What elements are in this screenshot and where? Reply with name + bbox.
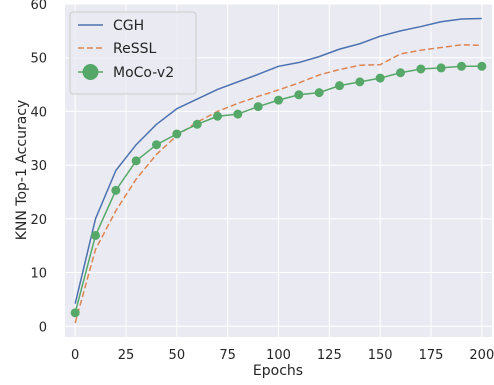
- data-point-moco-v2: [274, 95, 283, 105]
- series-cgh: [74, 17, 482, 304]
- y-tick-label: 40: [30, 105, 47, 120]
- y-tick-label: 30: [30, 159, 47, 174]
- y-tick-label: 10: [30, 267, 47, 282]
- x-tick-label: 75: [219, 348, 236, 363]
- legend-marker-moco-v2: [82, 64, 99, 80]
- legend-label-cgh: CGH: [113, 18, 144, 34]
- y-tick-label: 60: [30, 0, 47, 13]
- x-axis-label: Epochs: [253, 363, 303, 379]
- data-point-moco-v2: [294, 90, 304, 100]
- data-point-moco-v2: [233, 109, 243, 119]
- x-tick-label: 25: [118, 348, 135, 363]
- x-tick-label: 0: [71, 348, 79, 363]
- data-point-moco-v2: [192, 119, 202, 129]
- legend: CGH ReSSL MoCo-v2: [69, 11, 197, 95]
- data-point-moco-v2: [355, 77, 365, 87]
- series-ressl: [74, 44, 482, 324]
- y-tick-label: 20: [30, 213, 47, 228]
- series-line-cgh: [74, 17, 482, 304]
- data-point-moco-v2: [335, 81, 344, 91]
- data-point-moco-v2: [213, 111, 222, 121]
- data-point-moco-v2: [436, 63, 446, 73]
- x-tick-label: 150: [368, 348, 393, 363]
- y-tick-label: 50: [30, 52, 47, 67]
- data-point-moco-v2: [416, 64, 426, 74]
- data-point-moco-v2: [314, 88, 324, 98]
- series-moco-v2: [70, 61, 487, 318]
- y-tick-label: 0: [39, 320, 47, 335]
- series-group: [70, 17, 487, 324]
- x-tick-label: 100: [266, 348, 291, 363]
- data-point-moco-v2: [396, 68, 405, 78]
- data-point-moco-v2: [253, 102, 263, 112]
- x-tick-label: 175: [419, 348, 444, 363]
- legend-box: [69, 11, 197, 95]
- y-axis-label: KNN Top-1 Accuracy: [14, 100, 30, 241]
- data-point-moco-v2: [131, 156, 141, 166]
- data-point-moco-v2: [375, 73, 385, 83]
- data-point-moco-v2: [70, 308, 80, 318]
- tick-labels: 0 25 50 75 100 125 150 175 200 0 10 20 30 40 50 60: [30, 0, 494, 363]
- data-point-moco-v2: [172, 129, 182, 139]
- x-tick-label: 50: [169, 348, 186, 363]
- x-tick-label: 200: [469, 348, 494, 363]
- data-point-moco-v2: [91, 230, 100, 240]
- data-point-moco-v2: [111, 185, 121, 195]
- legend-label-ressl: ReSSL: [113, 41, 156, 57]
- series-line-ressl: [74, 44, 482, 324]
- data-point-moco-v2: [457, 61, 466, 71]
- data-point-moco-v2: [152, 140, 161, 150]
- data-point-moco-v2: [477, 61, 487, 71]
- x-tick-label: 125: [317, 348, 342, 363]
- legend-label-moco-v2: MoCo-v2: [113, 65, 174, 81]
